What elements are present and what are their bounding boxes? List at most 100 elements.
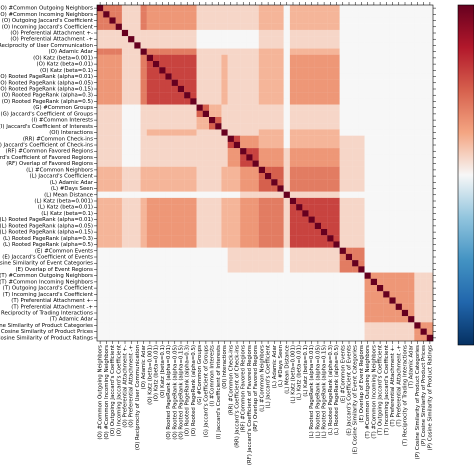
- heatmap-cell: [109, 17, 116, 24]
- x-tick-label: (L) Rooted PageRank (alpha=0.05): [315, 345, 321, 439]
- heatmap-cell: [420, 260, 427, 267]
- heatmap-cell: [246, 316, 253, 323]
- heatmap-cell: [190, 285, 197, 292]
- y-tick-label: (O) Katz (beta=0.1): [40, 68, 93, 74]
- heatmap-cell: [184, 129, 191, 136]
- heatmap-cell: [364, 166, 371, 174]
- heatmap-cell: [420, 29, 427, 37]
- heatmap-cell: [271, 328, 278, 335]
- heatmap-cell: [426, 29, 434, 37]
- heatmap-cell: [209, 166, 216, 174]
- heatmap-cell: [370, 148, 378, 155]
- heatmap-cell: [202, 79, 210, 87]
- heatmap-cell: [408, 235, 415, 242]
- heatmap-cell: [165, 104, 172, 111]
- heatmap-cell: [153, 216, 160, 223]
- heatmap-cell: [333, 85, 340, 93]
- heatmap-cell: [370, 210, 378, 217]
- heatmap-cell: [109, 73, 116, 80]
- heatmap-cell: [97, 166, 104, 174]
- heatmap-cell: [121, 173, 129, 180]
- heatmap-cell: [190, 104, 197, 111]
- heatmap-cell: [159, 98, 166, 105]
- heatmap-cell: [352, 303, 359, 311]
- heatmap-cell: [333, 135, 340, 143]
- heatmap-cell: [327, 11, 334, 18]
- heatmap-cell: [177, 42, 185, 49]
- heatmap-cell: [327, 185, 334, 192]
- heatmap-cell: [128, 29, 135, 37]
- heatmap-cell: [146, 73, 154, 80]
- heatmap-cell: [389, 291, 396, 298]
- heatmap-cell: [333, 117, 340, 124]
- heatmap-cell: [389, 322, 396, 329]
- heatmap-cell: [240, 92, 247, 99]
- heatmap-cell: [314, 309, 322, 317]
- heatmap-cell: [426, 253, 434, 261]
- heatmap-cell: [314, 85, 322, 93]
- heatmap-cell: [389, 260, 396, 267]
- heatmap-cell: [383, 247, 390, 255]
- heatmap-cell: [364, 210, 371, 217]
- heatmap-cell: [165, 11, 172, 18]
- heatmap-cell: [134, 334, 141, 342]
- heatmap-cell: [314, 229, 322, 236]
- heatmap-cell: [377, 17, 384, 24]
- heatmap-cell: [426, 129, 434, 136]
- heatmap-cell: [345, 210, 353, 217]
- y-tick-label: (E) #Common Events: [35, 248, 93, 254]
- heatmap-cell: [364, 104, 371, 111]
- heatmap-cell: [265, 166, 272, 174]
- heatmap-cell: [277, 241, 284, 248]
- heatmap-cell: [233, 73, 241, 80]
- heatmap-cell: [271, 316, 278, 323]
- heatmap-cell: [128, 204, 135, 211]
- heatmap-cell: [327, 179, 334, 186]
- heatmap-cell: [196, 61, 203, 68]
- heatmap-cell: [109, 11, 116, 18]
- heatmap-cell: [109, 235, 116, 242]
- heatmap-cell: [97, 141, 104, 149]
- heatmap-cell: [302, 204, 309, 211]
- heatmap-cell: [352, 253, 359, 261]
- heatmap-cell: [302, 79, 309, 87]
- heatmap-cell: [184, 334, 191, 342]
- heatmap-cell: [103, 222, 110, 230]
- x-tick-label: (E) Cosine Similarity of Event Categorie…: [353, 345, 359, 455]
- heatmap-cell: [358, 216, 365, 223]
- heatmap-cell: [401, 110, 409, 118]
- heatmap-cell: [252, 235, 259, 242]
- x-tick-label: (T) #Common Incoming Neighbors: [371, 345, 377, 439]
- heatmap-cell: [140, 23, 147, 31]
- heatmap-cell: [221, 48, 228, 55]
- heatmap-cell: [395, 179, 403, 186]
- heatmap-cell: [364, 98, 371, 105]
- heatmap-cell: [109, 278, 116, 286]
- heatmap-cell: [265, 216, 272, 223]
- heatmap-cell: [258, 92, 266, 99]
- heatmap-cell: [401, 61, 409, 68]
- heatmap-cell: [370, 11, 378, 18]
- heatmap-cell: [134, 173, 141, 180]
- heatmap-cell: [115, 260, 123, 267]
- heatmap-cell: [177, 285, 185, 292]
- heatmap-cell: [377, 334, 384, 342]
- heatmap-cell: [289, 297, 297, 304]
- heatmap-cell: [171, 92, 179, 99]
- heatmap-cell: [308, 17, 315, 24]
- heatmap-cell: [177, 179, 185, 186]
- heatmap-cell: [333, 303, 340, 311]
- heatmap-cell: [153, 204, 160, 211]
- heatmap-cell: [352, 216, 359, 223]
- heatmap-cell: [227, 36, 235, 43]
- heatmap-cell: [314, 179, 322, 186]
- heatmap-cell: [383, 260, 390, 267]
- heatmap-cell: [103, 204, 110, 211]
- heatmap-cell: [333, 191, 340, 199]
- heatmap-cell: [103, 303, 110, 311]
- heatmap-cell: [196, 48, 203, 55]
- heatmap-cell: [395, 328, 403, 335]
- heatmap-cell: [327, 253, 334, 261]
- heatmap-cell: [408, 241, 415, 248]
- heatmap-cell: [165, 222, 172, 230]
